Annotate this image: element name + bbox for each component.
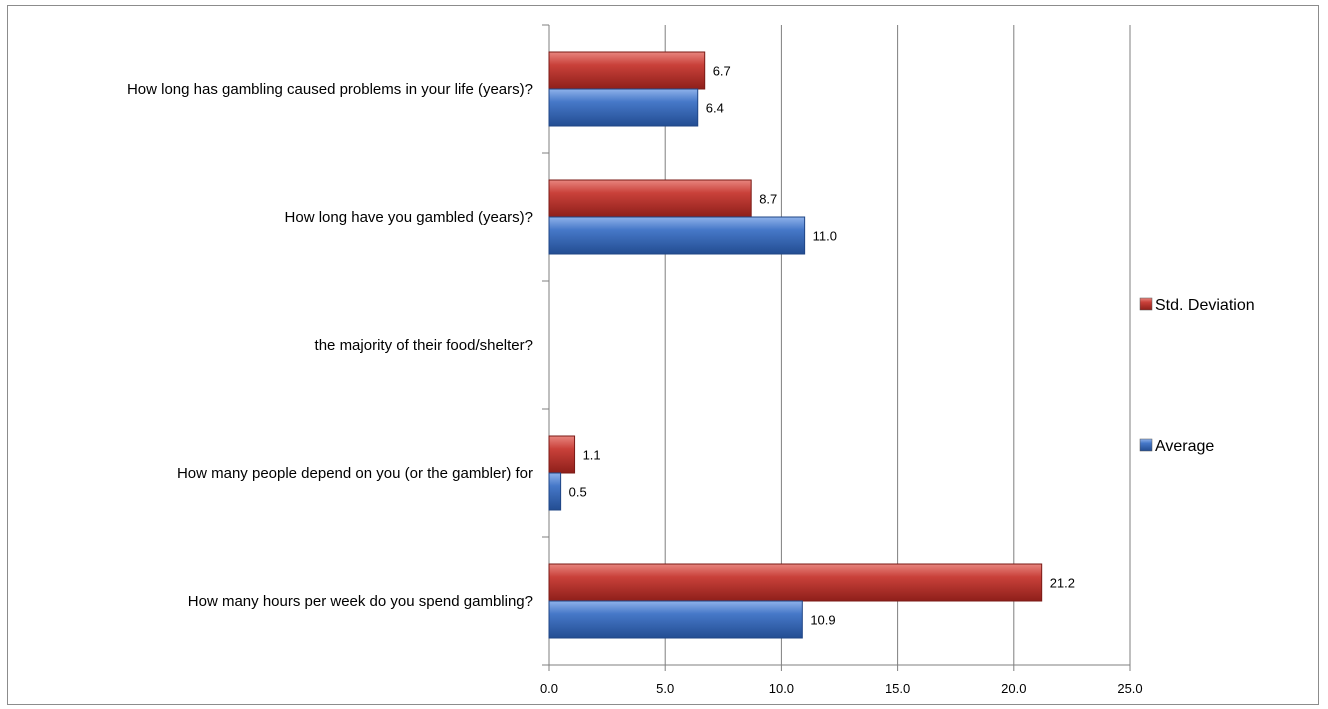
category-label: How long have you gambled (years)? <box>285 209 533 226</box>
x-tick-label: 5.0 <box>656 681 674 696</box>
legend-label-average: Average <box>1155 438 1214 455</box>
data-label-average: 0.5 <box>569 485 587 500</box>
data-label-std-deviation: 1.1 <box>583 448 601 463</box>
data-label-average: 6.4 <box>706 101 724 116</box>
labels: 0.0 5.0 10.0 15.0 20.0 25.0 How long has gambl… <box>127 64 1143 697</box>
category-label: How long has gambling caused problems in… <box>127 81 533 98</box>
data-label-average: 11.0 <box>813 229 837 244</box>
x-tick-label: 10.0 <box>769 681 794 696</box>
x-tick-label: 20.0 <box>1001 681 1026 696</box>
data-label-std-deviation: 6.7 <box>713 64 731 79</box>
data-label-std-deviation: 21.2 <box>1050 576 1075 591</box>
bar-average <box>548 472 562 511</box>
category-label: How many hours per week do you spend gam… <box>188 593 533 610</box>
data-label-average: 10.9 <box>810 613 835 628</box>
bars <box>548 51 1043 639</box>
legend: Std. Deviation Average <box>1139 297 1255 455</box>
bar-std-deviation <box>548 51 706 90</box>
category-label: the majority of their food/shelter? <box>315 337 533 354</box>
bar-std-deviation <box>548 435 576 474</box>
bar-average <box>548 216 806 255</box>
bar-std-deviation <box>548 179 752 218</box>
gridlines <box>664 25 1131 665</box>
x-tick-label: 0.0 <box>540 681 558 696</box>
x-tick-label: 15.0 <box>885 681 910 696</box>
legend-swatch-average <box>1139 438 1153 452</box>
data-label-std-deviation: 8.7 <box>759 192 777 207</box>
bar-average <box>548 600 803 639</box>
bar-std-deviation <box>548 563 1043 602</box>
legend-label-std-deviation: Std. Deviation <box>1155 297 1255 314</box>
bar-average <box>548 88 699 127</box>
chart-frame: 0.0 5.0 10.0 15.0 20.0 25.0 How long has gambl… <box>7 5 1319 705</box>
bar-chart: 0.0 5.0 10.0 15.0 20.0 25.0 How long has gambl… <box>127 24 1255 697</box>
x-tick-label: 25.0 <box>1117 681 1142 696</box>
legend-swatch-std-deviation <box>1139 297 1153 311</box>
category-label: How many people depend on you (or the ga… <box>177 465 533 482</box>
axes <box>542 24 1131 671</box>
